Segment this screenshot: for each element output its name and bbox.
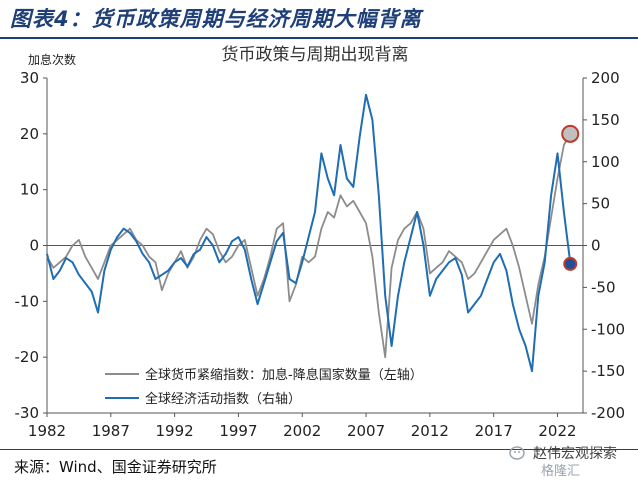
figure-title: 图表4：货币政策周期与经济周期大幅背离 bbox=[10, 7, 422, 31]
right-tick-label: 100 bbox=[591, 153, 620, 171]
watermark: 赵伟宏观探索 格隆汇 bbox=[505, 440, 635, 480]
right-tick-label: 50 bbox=[591, 195, 610, 213]
right-tick-label: 150 bbox=[591, 111, 620, 129]
left-tick-label: -30 bbox=[15, 404, 40, 422]
series-line-economic-activity bbox=[46, 93, 572, 373]
chart-title: 货币政策与周期出现背离 bbox=[222, 45, 409, 65]
endpoint-marker-blue bbox=[563, 256, 578, 271]
right-tick-label: -150 bbox=[591, 362, 625, 380]
figure-header: 图表4：货币政策周期与经济周期大幅背离 bbox=[0, 0, 638, 36]
x-tick-label: 2007 bbox=[347, 422, 385, 440]
watermark-text: 赵伟宏观探索 bbox=[533, 446, 617, 462]
left-axis-label: 加息次数 bbox=[28, 52, 76, 67]
watermark-subtext: 格隆汇 bbox=[541, 464, 581, 479]
left-tick-label: 30 bbox=[20, 69, 39, 87]
right-tick-label: 0 bbox=[591, 237, 601, 255]
x-tick-label: 1997 bbox=[219, 422, 257, 440]
series-line-monetary-tightening bbox=[46, 133, 571, 359]
right-tick-label: 200 bbox=[591, 69, 620, 87]
wechat-icon bbox=[509, 446, 525, 460]
left-tick-label: -10 bbox=[15, 292, 40, 310]
left-tick-label: -20 bbox=[15, 348, 40, 366]
footer-divider bbox=[0, 449, 638, 450]
left-tick-label: 20 bbox=[20, 125, 39, 143]
right-tick-label: -50 bbox=[591, 278, 616, 296]
right-tick-label: -200 bbox=[591, 404, 625, 422]
legend-label: 全球货币紧缩指数：加息-降息国家数量（左轴） bbox=[145, 367, 423, 383]
line-chart: 货币政策与周期出现背离加息次数-30-20-100102030-200-150-… bbox=[15, 45, 626, 440]
right-tick-label: -100 bbox=[591, 320, 625, 338]
header-divider bbox=[0, 37, 638, 39]
legend-label: 全球经济活动指数（右轴） bbox=[145, 391, 301, 407]
source-note: 来源：Wind、国金证券研究所 bbox=[14, 458, 217, 476]
x-tick-label: 1987 bbox=[92, 422, 130, 440]
x-tick-label: 1982 bbox=[28, 422, 66, 440]
x-tick-label: 1992 bbox=[156, 422, 194, 440]
endpoint-marker-grey bbox=[561, 124, 580, 143]
x-tick-label: 2022 bbox=[538, 422, 576, 440]
x-tick-label: 2012 bbox=[411, 422, 449, 440]
x-tick-label: 2002 bbox=[283, 422, 321, 440]
x-tick-label: 2017 bbox=[475, 422, 513, 440]
left-tick-label: 10 bbox=[20, 181, 39, 199]
left-tick-label: 0 bbox=[29, 237, 39, 255]
